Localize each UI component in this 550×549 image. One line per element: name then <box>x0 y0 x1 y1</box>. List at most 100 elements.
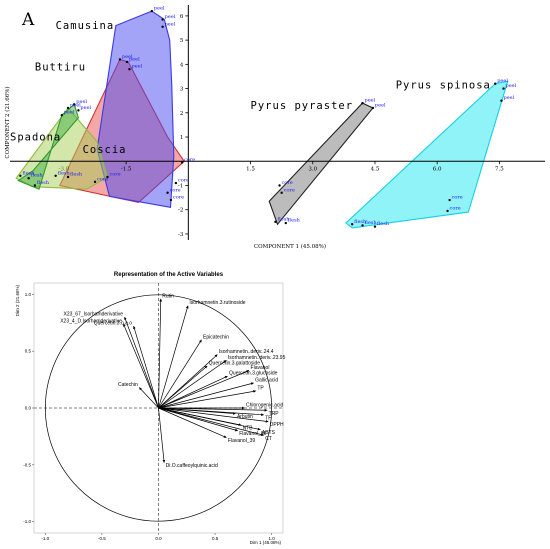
variable-label-ct: CT <box>265 436 272 442</box>
point-label: peel <box>70 102 81 108</box>
y-tick-label: 3 <box>180 87 184 93</box>
data-point-buttiru <box>118 58 122 61</box>
point-label: peel <box>122 54 133 60</box>
data-point-spadona <box>19 174 22 177</box>
point-label: core <box>284 187 295 193</box>
point-label: peel <box>129 56 140 62</box>
point-label: flesh <box>288 218 301 224</box>
group-label-pyrus-spinosa: Pyrus spinosa <box>396 80 491 92</box>
data-point-coscia <box>54 174 57 177</box>
variable-arrow-isorhamnetin-deriv-23-95 <box>158 359 227 409</box>
variable-arrow-catechin <box>139 387 159 409</box>
y-tick-label: 4 <box>180 62 184 68</box>
variable-arrow-x23-4-d-isorhamderivative <box>123 323 159 409</box>
data-point-pyrus-spinosa <box>446 209 449 213</box>
data-point-buttiru <box>125 60 129 64</box>
x-tick-label: -1.5 <box>121 166 132 172</box>
variable-arrow-isorhamnetin-3-rutinoside <box>158 305 189 409</box>
y-tick-label: 5 <box>180 38 184 44</box>
variable-arrow-flavanol <box>158 370 250 409</box>
group-label-camusina: Camusina <box>56 20 115 32</box>
x-tick-label: 0.5 <box>212 536 219 541</box>
data-point-pyrus-pyraster <box>280 191 283 194</box>
x-tick-label: 6.0 <box>433 166 442 172</box>
data-point-camusina <box>161 18 164 21</box>
variable-label-trp: TRP <box>269 411 280 417</box>
point-label: peel <box>80 105 91 111</box>
panel-a-letter: A <box>21 10 35 30</box>
x-tick-label: 1.5 <box>246 166 255 172</box>
panel-a-chart: -1.5 1.5 3.0 4.5 6.0 7.5 -3.0 -3 -2 -1 1 2 3 4 5 6 COMPO… <box>4 5 545 250</box>
point-label: flesh <box>354 219 367 225</box>
variable-arrow-tf <box>158 407 264 417</box>
data-point-coscia <box>93 180 97 184</box>
point-label: core <box>450 205 461 211</box>
variable-label-x23-67-isorhamderivative: X23_67_Isorhamderivative <box>64 312 124 318</box>
data-point-pyrus-spinosa <box>500 99 503 102</box>
hull-pyrus-spinosa <box>345 80 509 229</box>
variable-arrow-trp <box>158 407 268 412</box>
group-label-coscia: Coscia <box>83 144 127 156</box>
variable-label-quercetin-3-glucoside: Quercetin.3.glucoside <box>229 371 278 377</box>
point-label: peel <box>365 98 376 104</box>
y-tick-label: -3 <box>178 232 184 238</box>
variable-label-isorhamnetin-3-rutinoside: Isorhamnetin.3.rutinoside <box>189 300 245 306</box>
x-tick-label: -1.0 <box>41 536 49 541</box>
data-point-pyrus-spinosa <box>361 224 364 227</box>
group-label-buttiru: Buttiru <box>35 61 86 73</box>
point-label: flesh <box>22 170 35 176</box>
point-label: peel <box>165 14 176 20</box>
variable-arrow-tp <box>158 390 257 409</box>
variable-arrow-flavanol-86 <box>158 407 238 432</box>
x-tick-label: -0.5 <box>98 536 106 541</box>
variable-arrow-flavanol-39 <box>158 407 227 438</box>
y-tick-label: 2 <box>180 111 184 117</box>
data-point-coscia <box>106 175 109 179</box>
data-point-spadona <box>60 114 64 117</box>
y-tick-label: 0.5 <box>25 349 32 354</box>
y-tick-label: -1.0 <box>23 519 31 524</box>
y-tick-label: 0.0 <box>25 406 32 411</box>
variable-arrow-di-o-caffeoylquinic-acid <box>158 407 166 463</box>
y-tick-label: -2 <box>178 208 183 214</box>
data-point-pyrus-spinosa <box>373 225 377 228</box>
variable-label-isorhamnetin-deriv-24-4: Isorhamnetin..deriv..24.4 <box>219 349 274 355</box>
variable-arrow-epicatechin <box>158 339 202 409</box>
point-label: peel <box>64 110 75 116</box>
x-tick-label: 3.0 <box>308 166 317 172</box>
point-label: flesh <box>37 180 50 186</box>
variable-label-dpph: DPPH <box>270 422 284 428</box>
y-axis-label: COMPONENT 2 (21.66%) <box>4 86 11 158</box>
variable-arrow-rutin <box>158 298 163 409</box>
point-label: peel <box>131 64 142 70</box>
point-label: peel <box>76 99 87 105</box>
point-label: peel <box>165 21 176 27</box>
group-label-pyrus-pyraster: Pyrus pyraster <box>251 100 354 112</box>
variable-label-epicatechin: Epicatechin <box>203 334 229 340</box>
data-point-buttiru <box>180 161 184 164</box>
data-point-pyrus-pyraster <box>284 221 287 225</box>
point-label: core <box>178 178 189 184</box>
data-point-spadona <box>33 184 37 187</box>
data-point-pyrus-pyraster <box>361 101 364 105</box>
variable-arrow-quercetin-3-o-a-o <box>133 325 159 409</box>
data-point-pyrus-spinosa <box>494 82 497 85</box>
variable-arrow-quercetin-3-galattoside <box>158 365 208 409</box>
data-point-camusina <box>150 9 154 13</box>
variable-label-ntb: NTB <box>243 426 254 432</box>
point-label: core <box>452 195 463 201</box>
point-label: core <box>184 157 195 163</box>
data-point-pyrus-spinosa <box>350 223 354 226</box>
variable-arrow-gallic-acid <box>158 382 254 409</box>
panel-b-chart: Representation of the Active Variables -1… <box>15 272 286 545</box>
data-point-pyrus-spinosa <box>502 87 505 90</box>
group-label-spadona: Spadona <box>10 132 61 144</box>
variable-label-catechin: Catechin <box>118 382 138 388</box>
variable-label-flavanol-86: Flavanol_86 <box>239 431 266 437</box>
variable-label-arbutin: Arbutin <box>237 414 253 420</box>
data-point-camusina <box>161 25 164 29</box>
variable-arrow-dpph <box>158 407 269 423</box>
point-label: core <box>109 172 120 178</box>
x-tick-label: 7.5 <box>495 166 504 172</box>
